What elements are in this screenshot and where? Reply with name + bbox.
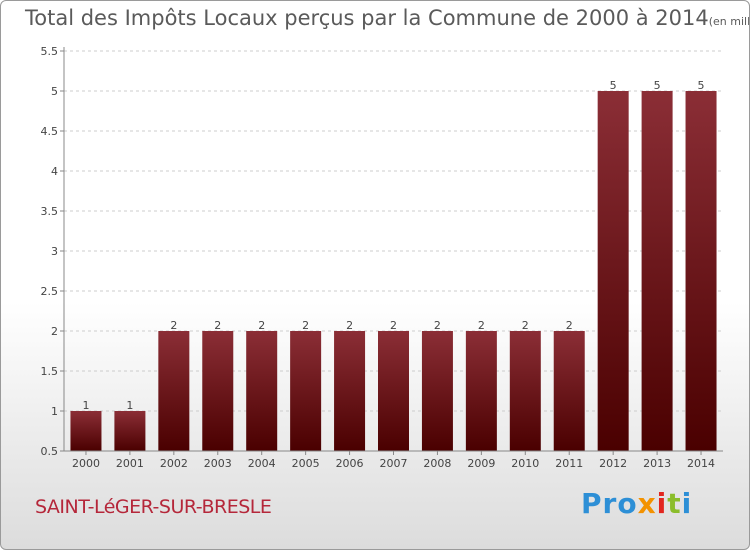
data-label: 5 [654, 79, 661, 92]
x-tick-label: 2012 [599, 457, 627, 470]
data-label: 5 [698, 79, 705, 92]
commune-name: SAINT-LéGER-SUR-BRESLE [35, 496, 272, 518]
data-label: 5 [610, 79, 617, 92]
x-tick-label: 2003 [204, 457, 232, 470]
data-label: 2 [214, 319, 221, 332]
bars: 1 1 2 2 2 2 2 2 2 2 2 2 5 5 5 [70, 79, 717, 451]
data-label: 2 [390, 319, 397, 332]
x-tick-label: 2013 [643, 457, 671, 470]
y-tick-label: 4.5 [41, 125, 59, 138]
x-tick-label: 2002 [160, 457, 188, 470]
axes: 0.5 1 1.5 2 2.5 3 3.5 4 4.5 5 5.5 2000 2001 2002 2003 2… [41, 45, 723, 470]
bar [246, 331, 278, 451]
data-label: 2 [346, 319, 353, 332]
y-tick-label: 4 [51, 165, 58, 178]
logo-part: t [667, 487, 682, 520]
y-tick-label: 1 [51, 405, 58, 418]
y-tick-label: 3 [51, 245, 58, 258]
bar [597, 91, 629, 451]
y-tick-label: 5.5 [41, 45, 59, 58]
x-tick-label: 2011 [555, 457, 583, 470]
bar [553, 331, 585, 451]
x-tick-label: 2008 [423, 457, 451, 470]
data-label: 1 [126, 399, 133, 412]
bar [202, 331, 234, 451]
bar [641, 91, 673, 451]
bar [509, 331, 541, 451]
logo-part: Pro [581, 487, 638, 520]
x-tick-label: 2004 [248, 457, 276, 470]
bar [290, 331, 322, 451]
y-tick-label: 5 [51, 85, 58, 98]
proxiti-logo[interactable]: Proxiti [581, 487, 692, 520]
x-tick-label: 2014 [687, 457, 715, 470]
y-tick-label: 1.5 [41, 365, 59, 378]
data-label: 2 [170, 319, 177, 332]
logo-part: x [637, 487, 657, 520]
x-tick-label: 2009 [467, 457, 495, 470]
data-label: 2 [566, 319, 573, 332]
bar [70, 411, 102, 451]
bar [378, 331, 409, 451]
y-tick-label: 0.5 [41, 445, 59, 458]
data-label: 2 [478, 319, 485, 332]
bar [114, 411, 146, 451]
chart-unit: (en milliers d'€) [708, 15, 750, 28]
bar [685, 91, 717, 451]
x-tick-label: 2005 [292, 457, 320, 470]
data-label: 2 [434, 319, 441, 332]
chart-title: Total des Impôts Locaux perçus par la Co… [25, 6, 750, 30]
x-tick-label: 2000 [72, 457, 100, 470]
x-tick-label: 2006 [336, 457, 364, 470]
bar [158, 331, 190, 451]
chart-title-text: Total des Impôts Locaux perçus par la Co… [25, 6, 709, 30]
logo-part: i [656, 487, 668, 520]
y-tick-label: 2 [51, 325, 58, 338]
x-tick-label: 2007 [380, 457, 408, 470]
logo-part: i [681, 487, 693, 520]
data-label: 2 [302, 319, 309, 332]
x-tick-label: 2001 [116, 457, 144, 470]
data-label: 2 [258, 319, 265, 332]
bar [421, 331, 453, 451]
y-tick-label: 3.5 [41, 205, 59, 218]
x-tick-label: 2010 [511, 457, 539, 470]
y-tick-label: 2.5 [41, 285, 59, 298]
data-label: 2 [522, 319, 529, 332]
bar [334, 331, 366, 451]
bar [465, 331, 497, 451]
data-label: 1 [82, 399, 89, 412]
